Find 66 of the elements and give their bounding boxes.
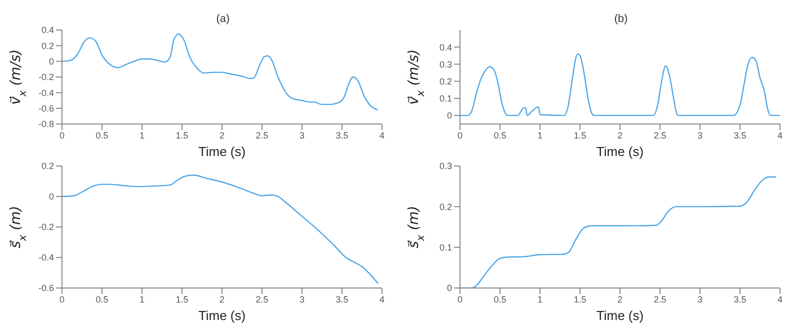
y-tick-label: 0.1 xyxy=(439,242,452,253)
x-tick-label: 3.5 xyxy=(734,130,746,140)
chart-title: (a) xyxy=(216,13,230,25)
y-tick-label: 0 xyxy=(48,56,54,67)
x-tick-label: 3 xyxy=(299,130,305,140)
x-tick-label: 1 xyxy=(537,130,543,140)
x-tick-label: 1 xyxy=(139,294,145,304)
y-tick-label: 0.2 xyxy=(41,40,54,51)
x-tick-label: 2.5 xyxy=(654,130,666,140)
x-tick-label: 2.5 xyxy=(654,294,666,304)
y-tick-label: 0.3 xyxy=(439,59,452,70)
x-tick-label: 0 xyxy=(457,294,463,304)
x-tick-label: 3 xyxy=(697,294,703,304)
x-axis-title: Time (s) xyxy=(198,144,246,159)
y-tick-label: 0.3 xyxy=(439,161,452,172)
x-tick-label: 0 xyxy=(59,294,65,304)
y-tick-label: 0.2 xyxy=(439,76,452,86)
y-tick-label: -0.2 xyxy=(38,222,54,232)
x-tick-label: 3.5 xyxy=(336,294,348,304)
line-series xyxy=(62,174,379,284)
x-tick-label: 0 xyxy=(59,130,65,140)
x-axis-title: Time (s) xyxy=(596,144,644,159)
x-tick-label: 3.5 xyxy=(734,294,746,304)
y-tick-label: 0.2 xyxy=(439,202,452,212)
x-tick-label: 2 xyxy=(617,130,623,140)
x-tick-label: 0 xyxy=(457,130,463,140)
x-tick-label: 1 xyxy=(537,294,543,304)
x-tick-label: 2 xyxy=(219,294,225,304)
x-tick-label: 4 xyxy=(379,130,385,140)
y-tick-label: 0.1 xyxy=(439,94,452,104)
x-tick-label: 4 xyxy=(777,130,783,140)
x-tick-label: 1 xyxy=(139,130,145,140)
x-axis-title: Time (s) xyxy=(198,308,246,323)
x-tick-label: 0.5 xyxy=(96,130,108,140)
x-tick-label: 0.5 xyxy=(494,130,506,140)
x-tick-label: 2.5 xyxy=(256,130,268,140)
y-tick-label: -0.6 xyxy=(38,283,54,294)
x-tick-label: 2.5 xyxy=(256,294,268,304)
x-tick-label: 3 xyxy=(697,130,703,140)
y-tick-label: -0.4 xyxy=(38,252,54,263)
y-tick-label: 0.4 xyxy=(439,42,452,52)
x-tick-label: 1.5 xyxy=(574,130,586,140)
y-tick-label: 0.2 xyxy=(41,161,54,172)
line-series xyxy=(62,33,379,110)
x-tick-label: 2 xyxy=(219,130,225,140)
y-tick-label: -0.4 xyxy=(38,88,54,98)
y-tick-label: 0 xyxy=(48,192,54,202)
x-tick-label: 3 xyxy=(299,294,305,304)
y-tick-label: 0 xyxy=(446,110,452,121)
x-tick-label: 1.5 xyxy=(176,294,188,304)
x-tick-label: 4 xyxy=(379,294,385,304)
x-tick-label: 2 xyxy=(617,294,623,304)
y-tick-label: 0 xyxy=(446,283,452,294)
x-axis-title: Time (s) xyxy=(596,308,644,323)
chart-title: (b) xyxy=(614,13,628,25)
y-tick-label: -0.6 xyxy=(38,104,54,114)
x-tick-label: 1.5 xyxy=(176,130,188,140)
x-tick-label: 3.5 xyxy=(336,130,348,140)
x-tick-label: 4 xyxy=(777,294,783,304)
y-tick-label: -0.2 xyxy=(38,72,54,82)
x-tick-label: 1.5 xyxy=(574,294,586,304)
y-tick-label: 0.4 xyxy=(41,25,54,36)
x-tick-label: 0.5 xyxy=(96,294,108,304)
line-series xyxy=(460,53,780,116)
y-tick-label: -0.8 xyxy=(38,119,54,130)
x-tick-label: 0.5 xyxy=(494,294,506,304)
